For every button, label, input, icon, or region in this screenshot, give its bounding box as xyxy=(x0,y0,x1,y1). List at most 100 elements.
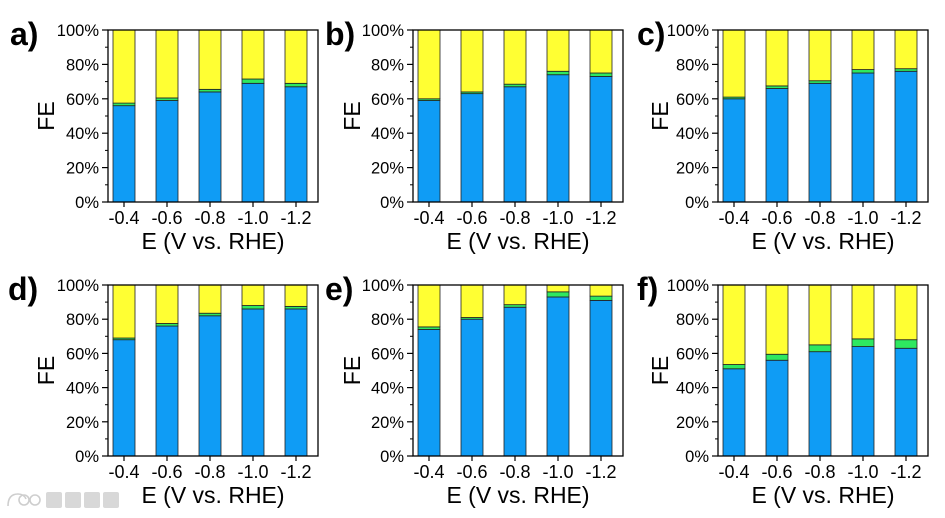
watermark-glyph xyxy=(65,492,81,508)
bar-segment-top xyxy=(546,284,570,293)
y-tick-label: 100% xyxy=(362,277,405,295)
x-tick-label: -0.6 xyxy=(456,462,487,482)
watermark-glyph xyxy=(103,492,119,508)
watermark-glyph xyxy=(46,492,62,508)
x-tick-label: -0.6 xyxy=(456,208,487,228)
bar-segment-top xyxy=(808,284,832,346)
y-tick-label: 0% xyxy=(685,194,709,212)
stacked-bar xyxy=(241,284,265,457)
x-tick-label: -0.6 xyxy=(151,462,182,482)
x-tick-label: -1.0 xyxy=(542,462,573,482)
y-tick-label: 80% xyxy=(676,56,709,74)
bar-segment-top xyxy=(765,29,789,87)
x-axis-label: E (V vs. RHE) xyxy=(751,228,894,254)
stacked-bar xyxy=(765,284,789,457)
bar-segment-bottom xyxy=(851,346,875,457)
stacked-bar xyxy=(198,29,222,203)
y-axis-label: FE xyxy=(339,356,365,385)
stacked-bar xyxy=(589,29,613,203)
watermark-logo-circle xyxy=(18,494,30,506)
stacked-bar xyxy=(546,29,570,203)
stacked-bar xyxy=(112,284,136,457)
stacked-bar xyxy=(284,284,308,457)
bar-segment-top xyxy=(765,284,789,355)
y-tick-label: 0% xyxy=(380,194,404,212)
x-tick-label: -0.8 xyxy=(194,208,225,228)
x-tick-label: -0.4 xyxy=(108,462,139,482)
stacked-bar xyxy=(851,284,875,457)
stacked-bar xyxy=(198,284,222,457)
bar-segment-middle xyxy=(546,291,570,298)
bar-segment-bottom xyxy=(155,100,179,203)
x-tick-label: -1.2 xyxy=(280,208,311,228)
y-tick-label: 40% xyxy=(676,125,709,143)
x-tick-label: -0.8 xyxy=(804,208,835,228)
bar-segment-top xyxy=(417,29,441,100)
bar-segment-middle xyxy=(241,305,265,310)
bar-segment-bottom xyxy=(851,72,875,203)
stacked-bar xyxy=(112,29,136,203)
watermark-glyph xyxy=(84,492,100,508)
panel-c: -0.4 -0.6 -0.8 -1.0 -1.2 0% 20% 40% 60% 80% 100%c)… xyxy=(637,16,929,254)
x-tick-label: -1.0 xyxy=(847,462,878,482)
x-tick-label: -0.6 xyxy=(151,208,182,228)
bar-segment-top xyxy=(284,29,308,84)
x-tick-label: -1.2 xyxy=(280,462,311,482)
bar-segment-bottom xyxy=(894,347,918,457)
y-tick-label: 60% xyxy=(676,345,709,363)
bar-segment-top xyxy=(722,284,746,365)
y-tick-label: 100% xyxy=(667,277,710,295)
bar-segment-bottom xyxy=(546,296,570,457)
y-tick-label: 0% xyxy=(75,194,99,212)
y-axis-label: FE xyxy=(33,101,59,130)
bar-segment-bottom xyxy=(765,359,789,457)
y-tick-label: 40% xyxy=(66,380,99,398)
y-tick-label: 80% xyxy=(66,311,99,329)
y-tick-label: 0% xyxy=(75,448,99,466)
bar-segment-middle xyxy=(765,353,789,361)
y-tick-label: 60% xyxy=(66,345,99,363)
bar-segment-bottom xyxy=(241,308,265,457)
bar-segment-top xyxy=(417,284,441,328)
y-axis-label: FE xyxy=(647,101,673,130)
y-tick-label: 20% xyxy=(66,414,99,432)
bar-segment-bottom xyxy=(589,299,613,457)
bar-segment-middle xyxy=(851,69,875,74)
bar-segment-top xyxy=(284,284,308,307)
bar-segment-bottom xyxy=(808,351,832,457)
bar-segment-top xyxy=(460,29,484,93)
panel-e: -0.4 -0.6 -0.8 -1.0 -1.2 0% 20% 40% 60% 80% 100% e)… xyxy=(325,271,624,508)
x-axis-label: E (V vs. RHE) xyxy=(446,228,589,254)
bar-segment-bottom xyxy=(417,100,441,203)
x-tick-label: -1.0 xyxy=(542,208,573,228)
y-tick-label: 40% xyxy=(371,125,404,143)
y-tick-label: 20% xyxy=(66,160,99,178)
bar-segment-bottom xyxy=(198,315,222,457)
panel-a: -0.4 -0.6 -0.8 -1.0 -1.2 0% 20% 40% 60% 80% 100% a)… xyxy=(10,16,319,254)
bar-segment-bottom xyxy=(112,105,136,203)
stacked-bar xyxy=(589,284,613,457)
bar-segment-top xyxy=(894,284,918,341)
stacked-bar xyxy=(546,284,570,457)
bar-segment-bottom xyxy=(241,82,265,203)
y-tick-label: 80% xyxy=(371,311,404,329)
x-tick-label: -1.0 xyxy=(237,462,268,482)
bar-segment-top xyxy=(808,29,832,82)
stacked-bar xyxy=(765,29,789,203)
stacked-bar xyxy=(808,284,832,457)
y-tick-label: 0% xyxy=(380,448,404,466)
bar-segment-top xyxy=(460,284,484,318)
stacked-bar xyxy=(155,29,179,203)
y-axis-label: FE xyxy=(647,356,673,385)
x-tick-label: -0.4 xyxy=(413,208,444,228)
y-tick-label: 60% xyxy=(676,91,709,109)
stacked-bar xyxy=(417,29,441,203)
bar-segment-top xyxy=(198,29,222,90)
x-tick-label: -0.6 xyxy=(761,208,792,228)
bar-segment-top xyxy=(112,284,136,339)
stacked-bar xyxy=(460,29,484,203)
bar-segment-bottom xyxy=(808,82,832,203)
bars xyxy=(112,29,308,203)
watermark-logo-icon xyxy=(7,493,41,507)
